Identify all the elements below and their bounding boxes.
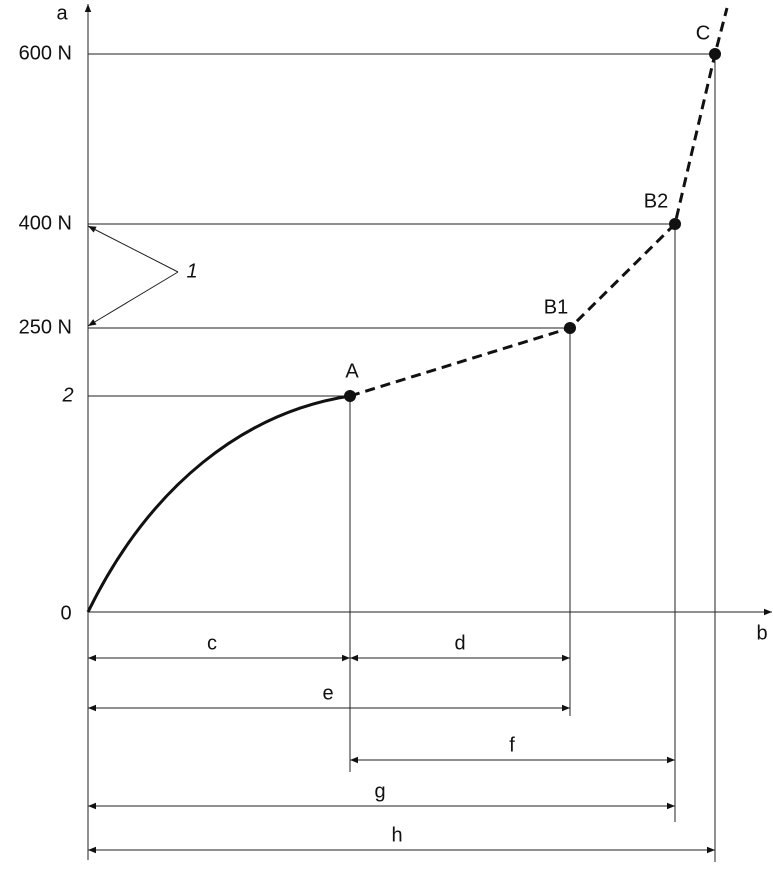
point-label: A	[345, 360, 359, 382]
dimension-label: f	[509, 734, 515, 756]
point	[709, 48, 721, 60]
axis-label: a	[56, 2, 68, 24]
dimension-lines	[88, 654, 715, 854]
dashed-curve	[349, 7, 729, 398]
dimension-label: d	[454, 632, 465, 654]
axes	[84, 4, 772, 860]
level-label: 400 N	[19, 212, 72, 234]
leader-line	[87, 271, 179, 327]
level-label: 2	[61, 384, 73, 406]
point-label: B2	[644, 190, 668, 212]
point	[564, 322, 576, 334]
point-label: C	[696, 22, 710, 44]
dimension-label: e	[322, 682, 333, 704]
callout-label: 1	[186, 260, 197, 282]
dimension-label: c	[207, 632, 217, 654]
dimension-label: g	[374, 780, 385, 802]
level-label: 250 N	[19, 316, 72, 338]
point-label: B1	[544, 296, 568, 318]
point	[344, 390, 356, 402]
solid-curve	[86, 394, 351, 613]
origin-label: 0	[60, 602, 71, 624]
level-label: 600 N	[19, 42, 72, 64]
point	[669, 218, 681, 230]
callout-leader	[87, 225, 179, 327]
labels: a b 0 600 N 400 N 250 N 2 1 A B1 B2 C c …	[19, 2, 768, 846]
reference-lines	[88, 53, 716, 862]
dimension-label: h	[391, 824, 402, 846]
leader-line	[87, 225, 179, 273]
axis-label: b	[756, 622, 767, 644]
curve	[86, 7, 729, 613]
